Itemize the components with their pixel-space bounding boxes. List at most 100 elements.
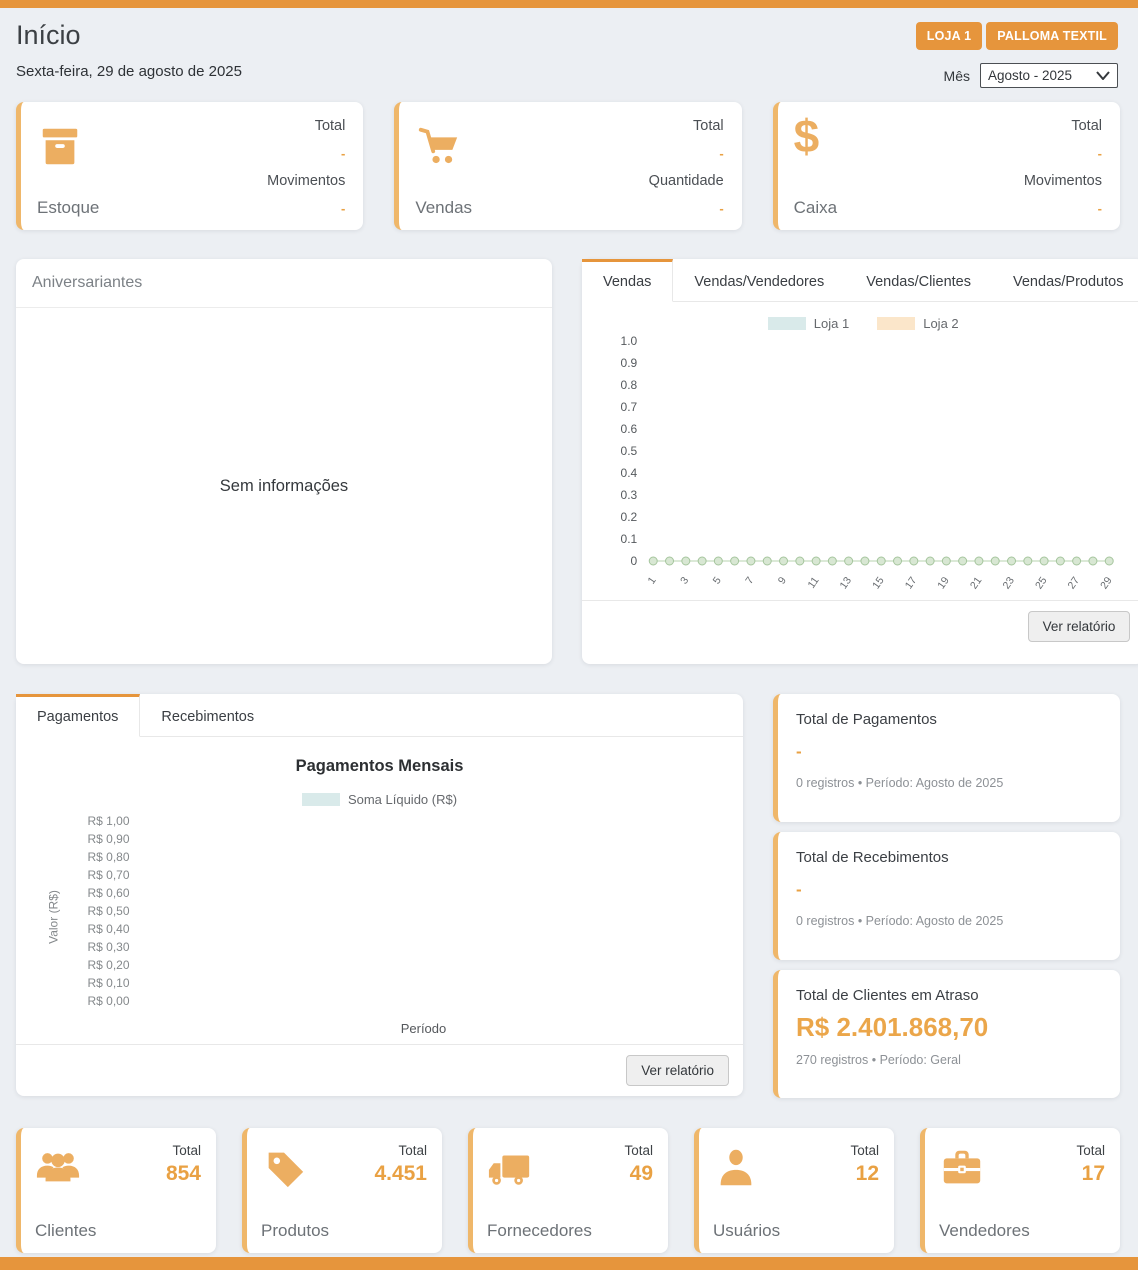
svg-text:0.3: 0.3: [621, 488, 638, 502]
summary-card-name: Caixa: [793, 198, 838, 217]
svg-text:R$ 0,70: R$ 0,70: [87, 868, 129, 882]
svg-text:0.8: 0.8: [621, 378, 638, 392]
total-recebimentos-card: Total de Recebimentos - 0 registros • Pe…: [773, 832, 1120, 960]
entity-name: Vendedores: [939, 1221, 1030, 1240]
svg-text:29: 29: [1098, 575, 1115, 592]
entity-total-label: Total: [398, 1143, 427, 1158]
entity-name: Clientes: [35, 1221, 97, 1240]
metric-value: -: [1097, 146, 1102, 161]
chevron-down-icon: [1096, 71, 1110, 80]
entity-name: Fornecedores: [487, 1221, 592, 1240]
metric-label: Total: [693, 118, 724, 134]
page-date: Sexta-feira, 29 de agosto de 2025: [16, 63, 242, 80]
entity-total-value: 854: [165, 1162, 201, 1185]
svg-text:0.7: 0.7: [621, 400, 638, 414]
legend-swatch-soma-liquido: [301, 793, 340, 806]
entity-card-usuarios: Usuários Total 12: [694, 1128, 894, 1253]
svg-text:0.5: 0.5: [621, 444, 638, 458]
entity-total-value: 12: [855, 1162, 879, 1185]
summary-row: Estoque Total - Movimentos - Vendas Tota…: [16, 102, 1120, 230]
svg-text:0: 0: [631, 554, 638, 568]
payments-bar-chart: R$ 1,00 R$ 0,90 R$ 0,80 R$ 0,70 R$ 0,60 R$ 0,…: [47, 814, 447, 1036]
entity-name: Usuários: [713, 1221, 781, 1240]
payments-report-button[interactable]: Ver relatório: [626, 1055, 729, 1086]
store-button-loja1[interactable]: LOJA 1: [915, 22, 983, 50]
entity-row: Clientes Total 854 Produtos Total 4.451 …: [16, 1128, 1120, 1253]
metric-label: Total: [314, 118, 346, 134]
totals-title: Total de Recebimentos: [796, 849, 949, 866]
svg-text:11: 11: [805, 575, 821, 591]
bottom-accent-bar: [0, 1257, 1138, 1270]
page-title: Início: [16, 20, 81, 50]
svg-text:Período: Período: [401, 1021, 447, 1036]
svg-text:Valor (R$): Valor (R$): [47, 890, 61, 944]
totals-meta: 0 registros • Período: Agosto de 2025: [796, 914, 1004, 928]
dollar-icon: $: [793, 110, 820, 162]
month-select[interactable]: Agosto - 2025: [980, 63, 1118, 88]
svg-text:25: 25: [1033, 575, 1050, 592]
summary-card-vendas: Vendas Total - Quantidade -: [394, 102, 742, 230]
summary-card-name: Vendas: [415, 198, 473, 217]
metric-value: -: [1097, 201, 1102, 216]
person-icon: [720, 1149, 752, 1186]
totals-title: Total de Clientes em Atraso: [796, 987, 979, 1004]
svg-text:R$ 0,60: R$ 0,60: [87, 886, 129, 900]
month-select-value: Agosto - 2025: [988, 68, 1073, 83]
svg-text:0.6: 0.6: [621, 422, 638, 436]
svg-text:3: 3: [678, 575, 691, 587]
svg-text:R$ 0,80: R$ 0,80: [87, 850, 129, 864]
svg-text:17: 17: [903, 575, 920, 592]
sales-chart-legend: Loja 1 Loja 2: [582, 316, 1138, 331]
tab-vendas-produtos[interactable]: Vendas/Produtos: [1013, 274, 1124, 290]
svg-text:5: 5: [711, 575, 724, 587]
sales-tabs: Vendas Vendas/Vendedores Vendas/Clientes…: [582, 259, 1138, 302]
svg-text:R$ 0,20: R$ 0,20: [87, 958, 129, 972]
tab-vendas-vendedores[interactable]: Vendas/Vendedores: [694, 274, 825, 290]
page-header: Início Sexta-feira, 29 de agosto de 2025…: [16, 8, 1120, 90]
totals-value: -: [796, 880, 802, 899]
summary-card-estoque: Estoque Total - Movimentos -: [16, 102, 364, 230]
svg-text:R$ 0,90: R$ 0,90: [87, 832, 129, 846]
metric-value: -: [340, 201, 346, 216]
svg-text:1: 1: [646, 575, 659, 587]
birthdays-title: Aniversariantes: [16, 259, 552, 308]
sales-line-chart: 1.00.90.80.70.60.50.40.30.20.101 3 5 7 9 11 13…: [621, 334, 1115, 592]
metric-value: -: [719, 201, 724, 216]
entity-name: Produtos: [261, 1221, 330, 1240]
entity-total-label: Total: [850, 1143, 879, 1158]
tab-recebimentos[interactable]: Recebimentos: [161, 709, 255, 725]
summary-card-name: Estoque: [37, 198, 100, 217]
entity-card-fornecedores: Fornecedores Total 49: [468, 1128, 668, 1253]
truck-icon: [488, 1155, 530, 1185]
store-button-palloma-textil[interactable]: PALLOMA TEXTIL: [986, 22, 1118, 50]
cart-icon: [419, 127, 458, 164]
metric-value: -: [340, 146, 346, 161]
entity-total-label: Total: [172, 1143, 201, 1158]
sales-report-button[interactable]: Ver relatório: [1027, 611, 1131, 642]
legend-label: Loja 1: [813, 316, 850, 331]
entity-card-vendedores: Vendedores Total 17: [920, 1128, 1120, 1253]
svg-text:21: 21: [968, 575, 985, 592]
summary-card-caixa: $ Caixa Total - Movimentos -: [772, 102, 1120, 230]
svg-text:0.9: 0.9: [621, 356, 638, 370]
svg-text:13: 13: [838, 575, 855, 592]
totals-value: R$ 2.401.868,70: [796, 1012, 989, 1042]
metric-value: -: [719, 146, 724, 161]
tab-vendas-clientes[interactable]: Vendas/Clientes: [866, 274, 971, 290]
svg-text:R$ 0,40: R$ 0,40: [87, 922, 129, 936]
entity-total-value: 49: [629, 1162, 653, 1185]
svg-text:0.4: 0.4: [621, 466, 638, 480]
tab-pagamentos[interactable]: Pagamentos: [16, 694, 141, 737]
payments-chart-title: Pagamentos Mensais: [295, 757, 464, 775]
legend-label: Soma Líquido (R$): [347, 792, 458, 807]
totals-meta: 270 registros • Período: Geral: [796, 1053, 961, 1067]
tag-icon: [268, 1152, 304, 1188]
svg-text:15: 15: [870, 575, 887, 592]
tab-vendas[interactable]: Vendas: [582, 259, 674, 302]
svg-text:23: 23: [1000, 575, 1017, 592]
birthdays-panel: Aniversariantes Sem informações: [16, 259, 552, 664]
briefcase-icon: [943, 1150, 981, 1184]
legend-swatch-loja1: [767, 317, 806, 330]
payments-chart-legend: Soma Líquido (R$): [16, 792, 743, 807]
metric-label: Quantidade: [648, 173, 724, 189]
